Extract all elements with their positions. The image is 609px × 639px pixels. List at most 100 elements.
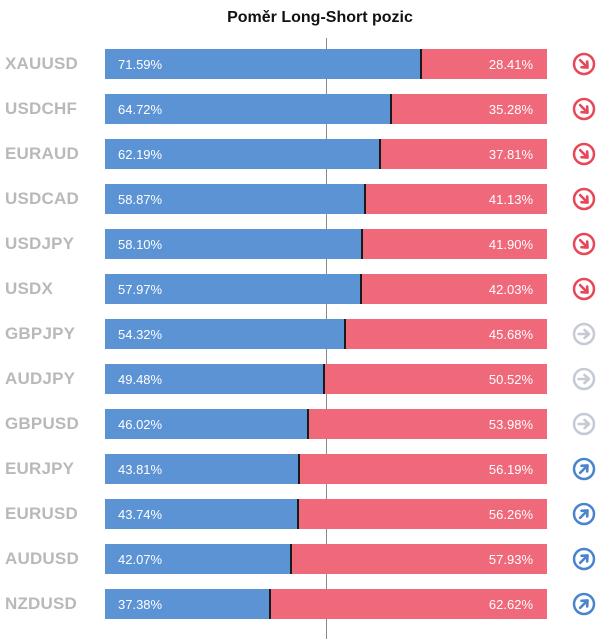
chart-row: USDCHF 64.72% 35.28% [0,93,609,125]
ratio-bar: 54.32% 45.68% [105,319,547,349]
ratio-bar: 58.87% 41.13% [105,184,547,214]
ratio-bar: 71.59% 28.41% [105,49,547,79]
short-bar [299,454,547,484]
pair-label: USDCAD [5,189,79,208]
trend-down-icon [572,52,596,76]
bar-divider [297,499,299,529]
trend-down-icon [572,97,596,121]
short-value-label: 62.62% [488,597,533,612]
ratio-bar: 42.07% 57.93% [105,544,547,574]
short-value-label: 42.03% [488,282,533,297]
short-value-label: 35.28% [488,102,533,117]
long-value-label: 58.87% [118,192,163,207]
trend-up-icon [572,457,596,481]
long-bar [105,94,391,124]
chart-row: USDCAD 58.87% 41.13% [0,183,609,215]
long-bar [105,319,345,349]
ratio-bar: 57.97% 42.03% [105,274,547,304]
trend-up-icon [572,592,596,616]
short-value-label: 56.26% [488,507,533,522]
bar-divider [360,274,362,304]
long-value-label: 54.32% [118,327,163,342]
bar-divider [298,454,300,484]
bar-divider [323,364,325,394]
short-bar [365,184,547,214]
long-bar [105,499,298,529]
short-value-label: 37.81% [488,147,533,162]
chart-row: XAUUSD 71.59% 28.41% [0,48,609,80]
short-bar [421,49,547,79]
short-bar [361,274,547,304]
bar-divider [307,409,309,439]
short-bar [362,229,547,259]
long-value-label: 46.02% [118,417,163,432]
trend-down-icon [572,232,596,256]
long-bar [105,409,308,439]
long-value-label: 43.74% [118,507,163,522]
chart-row: AUDUSD 42.07% 57.93% [0,543,609,575]
pair-label: GBPUSD [5,414,79,433]
pair-label: EURJPY [5,459,75,478]
pair-label: EURAUD [5,144,79,163]
ratio-bar: 49.48% 50.52% [105,364,547,394]
long-bar [105,544,291,574]
pair-label: USDX [5,279,54,298]
trend-down-icon [572,187,596,211]
trend-up-icon [572,502,596,526]
ratio-bar: 62.19% 37.81% [105,139,547,169]
short-bar [380,139,547,169]
long-bar [105,49,421,79]
ratio-bar: 46.02% 53.98% [105,409,547,439]
long-value-label: 58.10% [118,237,163,252]
trend-down-icon [572,142,596,166]
pair-label: USDCHF [5,99,78,118]
ratio-bar: 58.10% 41.90% [105,229,547,259]
pair-label: GBPJPY [5,324,76,343]
trend-neutral-icon [572,367,596,391]
ratio-bar: 64.72% 35.28% [105,94,547,124]
trend-down-icon [572,277,596,301]
short-value-label: 53.98% [488,417,533,432]
pair-label: AUDJPY [5,369,76,388]
long-value-label: 64.72% [118,102,163,117]
bar-divider [364,184,366,214]
chart-row: NZDUSD 37.38% 62.62% [0,588,609,620]
short-value-label: 57.93% [488,552,533,567]
chart-row: EURJPY 43.81% 56.19% [0,453,609,485]
chart-title: Poměr Long-Short pozic [227,9,413,26]
short-bar [324,364,547,394]
long-value-label: 37.38% [118,597,163,612]
pair-label: NZDUSD [5,594,78,613]
chart-row: EURAUD 62.19% 37.81% [0,138,609,170]
short-bar [270,589,547,619]
long-value-label: 62.19% [118,147,163,162]
pair-label: AUDUSD [5,549,79,568]
long-bar [105,589,270,619]
long-value-label: 43.81% [118,462,163,477]
bar-divider [379,139,381,169]
short-bar [345,319,547,349]
chart-row: USDJPY 58.10% 41.90% [0,228,609,260]
trend-up-icon [572,547,596,571]
short-value-label: 41.13% [488,192,533,207]
short-bar [308,409,547,439]
bar-divider [269,589,271,619]
chart-row: AUDJPY 49.48% 50.52% [0,363,609,395]
short-bar [298,499,547,529]
short-value-label: 28.41% [488,57,533,72]
long-value-label: 42.07% [118,552,163,567]
short-bar [391,94,547,124]
chart-row: GBPUSD 46.02% 53.98% [0,408,609,440]
ratio-bar: 37.38% 62.62% [105,589,547,619]
long-bar [105,139,380,169]
pair-label: USDJPY [5,234,75,253]
long-bar [105,184,365,214]
chart-row: GBPJPY 54.32% 45.68% [0,318,609,350]
long-value-label: 57.97% [118,282,163,297]
bar-divider [420,49,422,79]
short-value-label: 45.68% [488,327,533,342]
ratio-bar: 43.74% 56.26% [105,499,547,529]
trend-neutral-icon [572,322,596,346]
trend-neutral-icon [572,412,596,436]
